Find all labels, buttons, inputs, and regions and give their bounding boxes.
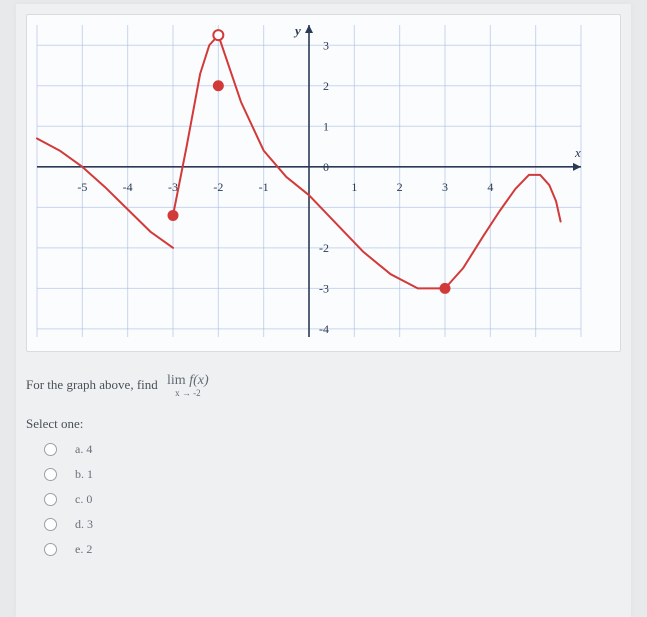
limit-sub: x → -2: [167, 389, 209, 398]
option-c[interactable]: c. 0: [44, 492, 621, 507]
option-e[interactable]: e. 2: [44, 542, 621, 557]
question-prefix: For the graph above, find: [26, 377, 158, 392]
svg-text:-2: -2: [319, 241, 329, 255]
svg-text:-4: -4: [123, 180, 133, 194]
svg-text:3: 3: [323, 38, 329, 52]
select-one-label: Select one:: [26, 416, 621, 432]
radio-c[interactable]: [44, 493, 57, 506]
svg-text:-1: -1: [259, 180, 269, 194]
radio-e[interactable]: [44, 543, 57, 556]
svg-text:3: 3: [442, 180, 448, 194]
option-b[interactable]: b. 1: [44, 467, 621, 482]
radio-a[interactable]: [44, 443, 57, 456]
svg-text:y: y: [293, 23, 301, 38]
svg-text:0: 0: [323, 160, 329, 174]
option-d[interactable]: d. 3: [44, 517, 621, 532]
svg-text:-5: -5: [77, 180, 87, 194]
radio-d[interactable]: [44, 518, 57, 531]
option-label-b: b. 1: [75, 467, 93, 482]
svg-text:2: 2: [323, 79, 329, 93]
limit-word: lim: [167, 373, 186, 388]
svg-text:-4: -4: [319, 322, 329, 336]
page: y x -5 -4 -3 -2 -1 1 2 3 4 3 2 1 0 -2 -3 -4 For the graph…: [16, 4, 631, 617]
option-label-a: a. 4: [75, 442, 92, 457]
svg-text:-3: -3: [168, 180, 178, 194]
radio-b[interactable]: [44, 468, 57, 481]
svg-text:4: 4: [487, 180, 493, 194]
option-label-e: e. 2: [75, 542, 92, 557]
svg-text:1: 1: [323, 119, 329, 133]
svg-text:1: 1: [351, 180, 357, 194]
option-a[interactable]: a. 4: [44, 442, 621, 457]
svg-text:-3: -3: [319, 281, 329, 295]
question-text: For the graph above, find lim f(x) x → -…: [26, 374, 621, 398]
chart-container: y x -5 -4 -3 -2 -1 1 2 3 4 3 2 1 0 -2 -3 -4: [26, 14, 621, 352]
svg-text:2: 2: [397, 180, 403, 194]
option-label-c: c. 0: [75, 492, 92, 507]
svg-text:x: x: [574, 145, 581, 160]
options-list: a. 4 b. 1 c. 0 d. 3 e. 2: [26, 442, 621, 557]
limit-expression: lim f(x) x → -2: [167, 374, 209, 398]
option-label-d: d. 3: [75, 517, 93, 532]
limit-graph: y x -5 -4 -3 -2 -1 1 2 3 4 3 2 1 0 -2 -3 -4: [31, 19, 591, 343]
svg-text:-2: -2: [213, 180, 223, 194]
limit-fx: f(x): [189, 373, 208, 388]
